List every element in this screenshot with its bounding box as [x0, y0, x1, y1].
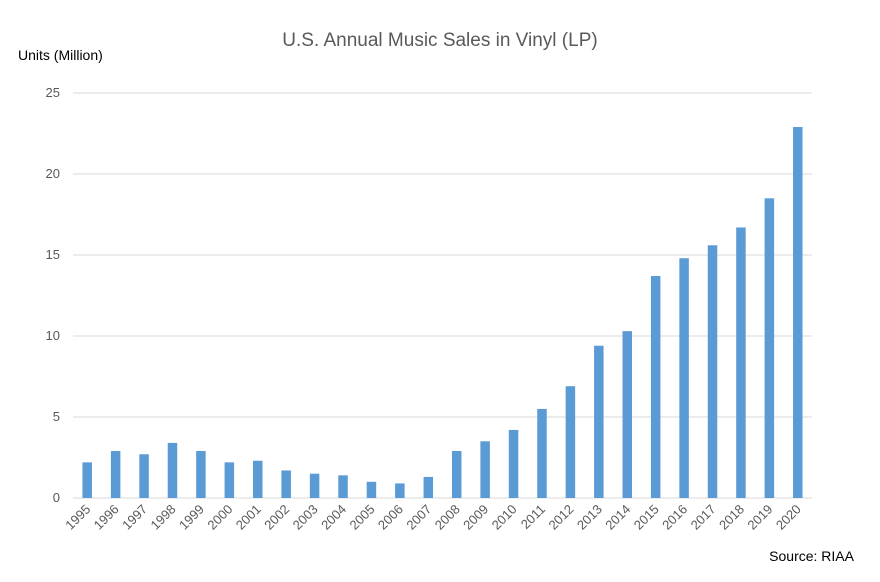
x-tick-label: 2018 [716, 502, 747, 533]
y-tick-label: 10 [46, 328, 60, 343]
bar-2007 [423, 476, 434, 498]
bar-2003 [309, 473, 320, 498]
bar-2019 [764, 198, 775, 499]
bar-2009 [480, 441, 490, 498]
bar-2020 [793, 127, 803, 499]
x-tick-label: 2004 [318, 502, 349, 533]
bar-2013 [594, 345, 604, 498]
y-axis-label: Units (Million) [18, 47, 103, 63]
x-tick-label: 2003 [290, 502, 321, 533]
x-tick-label: 2009 [460, 502, 491, 533]
x-tick-label: 2011 [518, 502, 548, 532]
y-tick-label: 15 [46, 247, 60, 262]
x-tick-label: 2002 [261, 502, 292, 533]
bar-1996 [110, 451, 121, 498]
bar-2010 [508, 429, 519, 498]
source-note: Source: RIAA [769, 548, 854, 564]
bar-2016 [679, 258, 689, 498]
x-tick-label: 1996 [91, 502, 122, 533]
x-tick-label: 2007 [403, 502, 434, 533]
x-tick-label: 2000 [204, 502, 235, 533]
y-tick-label: 20 [46, 166, 60, 181]
x-tick-label: 1999 [176, 502, 207, 533]
bar-2005 [366, 481, 377, 498]
bar-1999 [196, 451, 206, 498]
y-tick-label: 5 [53, 409, 60, 424]
x-tick-label: 1995 [62, 502, 93, 533]
x-tick-label: 2012 [545, 502, 576, 533]
bar-2000 [224, 462, 235, 498]
bar-2001 [253, 460, 263, 498]
y-tick-label: 25 [46, 85, 60, 100]
x-tick-label: 2005 [347, 502, 378, 533]
x-tick-label: 2019 [744, 502, 775, 533]
chart-title: U.S. Annual Music Sales in Vinyl (LP) [282, 30, 598, 51]
y-tick-label: 0 [53, 490, 60, 505]
bar-2012 [565, 386, 576, 498]
x-tick-label: 2017 [688, 502, 719, 533]
x-tick-label: 2008 [432, 502, 463, 533]
bar-2018 [736, 227, 746, 498]
bar-2004 [338, 475, 348, 498]
x-tick-label: 2001 [233, 502, 264, 533]
bar-2002 [281, 470, 291, 498]
x-tick-label: 2014 [602, 502, 633, 533]
x-tick-label: 2020 [773, 502, 804, 533]
bar-1997 [139, 454, 149, 498]
x-tick-label: 2006 [375, 502, 406, 533]
x-tick-label: 2016 [659, 502, 690, 533]
x-tick-label: 2015 [631, 502, 662, 533]
x-tick-label: 1998 [148, 502, 179, 533]
bar-1998 [167, 442, 178, 498]
bar-2011 [537, 408, 547, 498]
x-tick-label: 1997 [119, 502, 150, 533]
bar-2008 [451, 451, 462, 498]
bar-2017 [707, 245, 718, 498]
bar-2014 [622, 331, 632, 498]
bar-2015 [650, 276, 661, 498]
bar-1995 [82, 462, 92, 498]
bar-2006 [395, 483, 405, 498]
x-tick-label: 2010 [489, 502, 520, 533]
x-tick-label: 2013 [574, 502, 605, 533]
